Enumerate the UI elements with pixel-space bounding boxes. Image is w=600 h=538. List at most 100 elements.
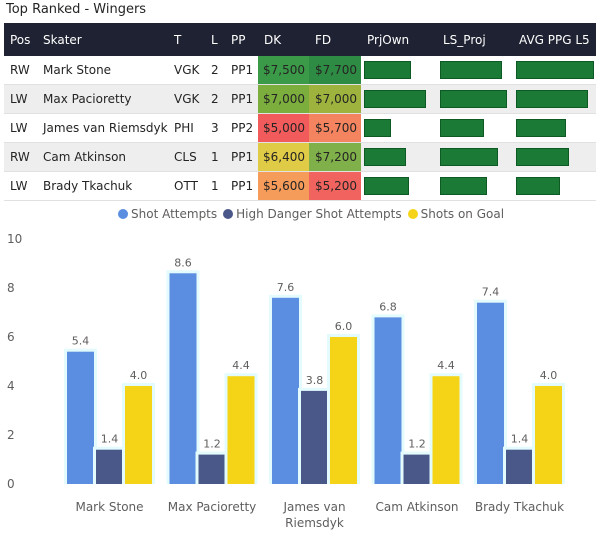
- cell-skater: Mark Stone: [37, 56, 168, 85]
- table-row[interactable]: RW Mark Stone VGK 2 PP1 $7,500 $7,700: [4, 56, 596, 85]
- bar: [301, 390, 328, 484]
- cell-prjown-bar: [364, 177, 410, 195]
- y-tick-label: 4: [7, 379, 15, 393]
- data-label: 4.0: [130, 369, 148, 382]
- cell-ls-proj-bar-cell: [437, 113, 513, 143]
- legend-item[interactable]: Shots on Goal: [407, 207, 505, 221]
- bar: [169, 273, 197, 484]
- data-label: 3.8: [306, 374, 324, 387]
- bar: [477, 302, 504, 484]
- bar: [506, 449, 533, 484]
- cell-avg-ppg-bar-cell: [513, 142, 596, 172]
- cell-team: CLS: [168, 142, 205, 172]
- cell-pp: PP1: [225, 142, 258, 172]
- cell-pos: RW: [4, 142, 37, 172]
- col-header-fd[interactable]: FD: [309, 23, 361, 56]
- cell-prjown-bar-cell: [361, 56, 437, 85]
- cell-line: 1: [205, 171, 225, 201]
- bar: [432, 376, 460, 484]
- bar: [67, 351, 94, 484]
- table-row[interactable]: LW Brady Tkachuk OTT 1 PP1 $5,600 $5,200: [4, 171, 596, 201]
- visual-title: Top Ranked - Wingers: [6, 2, 147, 17]
- col-header-ls-proj[interactable]: LS_Proj: [437, 23, 513, 56]
- cell-pp: PP2: [225, 113, 258, 143]
- cell-fd-salary: $7,700: [309, 56, 361, 85]
- data-label: 6.8: [379, 300, 397, 313]
- x-tick-label: James van: [282, 500, 345, 514]
- cell-dk-salary: $5,600: [258, 171, 309, 201]
- cell-pp: PP1: [225, 84, 258, 114]
- cell-line: 2: [205, 56, 225, 85]
- table-row[interactable]: RW Cam Atkinson CLS 1 PP1 $6,400 $7,200: [4, 142, 596, 172]
- cell-fd-salary: $5,700: [309, 113, 361, 143]
- legend-label: High Danger Shot Attempts: [236, 207, 402, 221]
- cell-ls-proj-bar: [440, 148, 499, 166]
- data-label: 1.2: [408, 438, 426, 451]
- cell-team: VGK: [168, 84, 205, 114]
- col-header-dk[interactable]: DK: [258, 23, 309, 56]
- col-header-team[interactable]: T: [168, 23, 205, 56]
- cell-skater: Brady Tkachuk: [37, 171, 168, 201]
- col-header-pos[interactable]: Pos: [4, 23, 37, 56]
- cell-ls-proj-bar-cell: [437, 56, 513, 85]
- col-header-prjown[interactable]: PrjOwn: [361, 23, 437, 56]
- y-tick-label: 0: [7, 477, 15, 491]
- cell-dk-salary: $7,000: [258, 84, 309, 114]
- shots-bar-chart: 0 2 4 6 8 10 5.4 1.4 4.0 Mark Stone 8.6 1.2 4.4 Max P…: [7, 232, 565, 530]
- cell-avg-ppg-bar-cell: [513, 56, 596, 85]
- legend-item[interactable]: High Danger Shot Attempts: [223, 207, 402, 221]
- cell-avg-ppg-bar: [516, 119, 566, 137]
- cell-dk-salary: $6,400: [258, 142, 309, 172]
- cell-pp: PP1: [225, 171, 258, 201]
- y-tick-label: 8: [7, 281, 15, 295]
- cell-ls-proj-bar: [440, 119, 485, 137]
- data-label: 6.0: [335, 320, 353, 333]
- table-row[interactable]: LW Max Pacioretty VGK 2 PP1 $7,000 $7,000: [4, 84, 596, 114]
- cell-line: 3: [205, 113, 225, 143]
- data-label: 4.4: [437, 359, 455, 372]
- legend-label: Shots on Goal: [420, 207, 505, 221]
- data-label: 7.4: [482, 286, 500, 299]
- bar: [374, 317, 402, 484]
- cell-prjown-bar-cell: [361, 84, 437, 114]
- bar: [198, 454, 226, 484]
- cell-avg-ppg-bar: [516, 177, 560, 195]
- cell-team: VGK: [168, 56, 205, 85]
- col-header-pp[interactable]: PP: [225, 23, 258, 56]
- cell-ls-proj-bar: [440, 177, 487, 195]
- bar: [535, 386, 562, 484]
- bar: [330, 337, 357, 484]
- cell-avg-ppg-bar: [516, 61, 594, 79]
- data-label: 1.4: [101, 433, 119, 446]
- cell-prjown-bar: [364, 119, 391, 137]
- y-tick-label: 10: [7, 232, 22, 246]
- legend-item[interactable]: Shot Attempts: [118, 207, 217, 221]
- cell-pos: LW: [4, 171, 37, 201]
- cell-ls-proj-bar-cell: [437, 142, 513, 172]
- col-header-line[interactable]: L: [205, 23, 225, 56]
- col-header-skater[interactable]: Skater: [37, 23, 168, 56]
- cell-fd-salary: $7,000: [309, 84, 361, 114]
- x-tick-label: Riemsdyk: [285, 516, 344, 530]
- cell-skater: Cam Atkinson: [37, 142, 168, 172]
- cell-prjown-bar-cell: [361, 113, 437, 143]
- x-tick-label: Mark Stone: [75, 500, 143, 514]
- cell-prjown-bar-cell: [361, 171, 437, 201]
- cell-avg-ppg-bar-cell: [513, 113, 596, 143]
- table-header-row: Pos Skater T L PP DK FD PrjOwn LS_Proj A…: [4, 23, 596, 56]
- cell-team: PHI: [168, 113, 205, 143]
- data-label: 8.6: [174, 256, 192, 269]
- cell-prjown-bar-cell: [361, 142, 437, 172]
- cell-avg-ppg-bar-cell: [513, 171, 596, 201]
- legend-dot-icon: [407, 209, 418, 219]
- bar: [96, 449, 123, 484]
- cell-avg-ppg-bar: [516, 148, 570, 166]
- y-tick-label: 2: [7, 428, 15, 442]
- table-row[interactable]: LW James van Riemsdyk PHI 3 PP2 $5,000 $5,700: [4, 113, 596, 143]
- cell-fd-salary: $5,200: [309, 171, 361, 201]
- data-label: 1.2: [203, 438, 221, 451]
- cell-ls-proj-bar: [440, 61, 503, 79]
- col-header-avg-ppg[interactable]: AVG PPG L5: [513, 23, 596, 56]
- x-tick-label: Brady Tkachuk: [475, 500, 564, 514]
- y-tick-label: 6: [7, 330, 15, 344]
